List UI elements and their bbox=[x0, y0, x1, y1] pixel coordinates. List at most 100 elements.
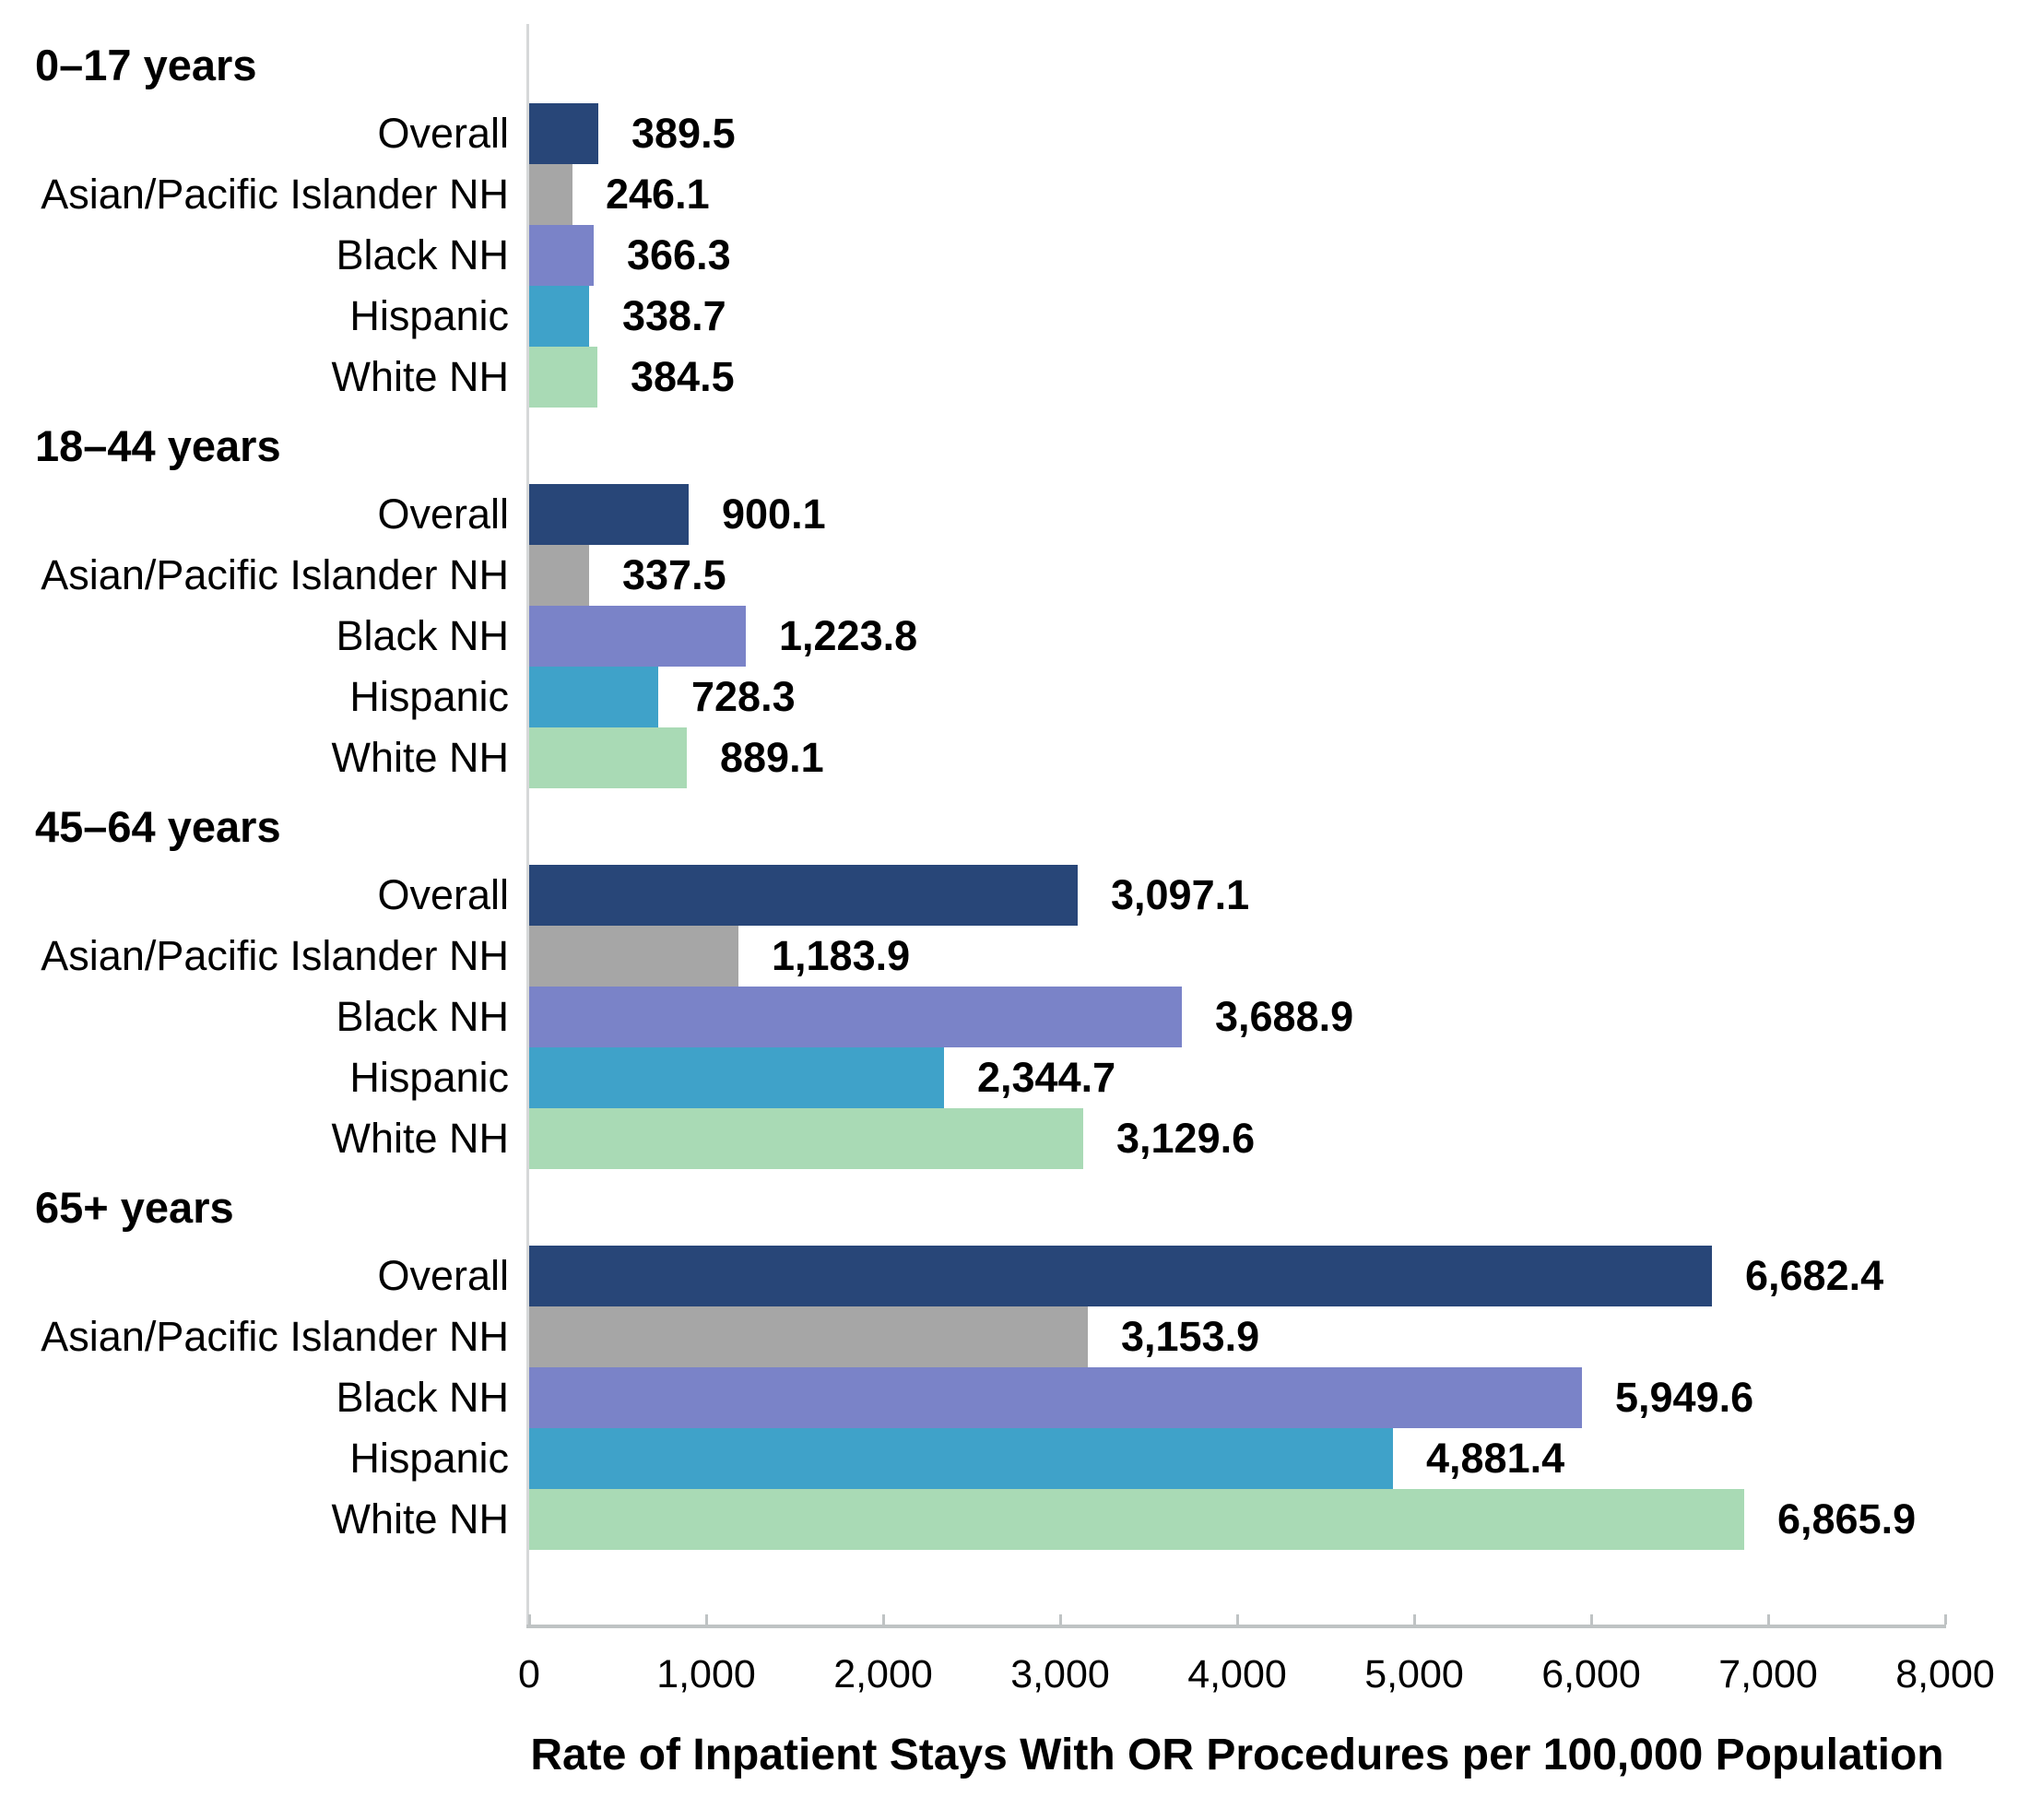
bar-asian-pacific-islander-nh bbox=[529, 164, 572, 225]
x-axis-tick-label: 4,000 bbox=[1187, 1652, 1287, 1696]
value-label: 1,183.9 bbox=[772, 932, 911, 979]
value-label: 366.3 bbox=[627, 231, 731, 278]
bar-track: 889.1 bbox=[529, 727, 2018, 788]
bar-row: Black NH 5,949.6 bbox=[0, 1367, 2018, 1428]
value-label: 337.5 bbox=[622, 551, 726, 598]
bar-track: 3,688.9 bbox=[529, 987, 2018, 1047]
bar-hispanic bbox=[529, 286, 589, 347]
x-axis-tick-label: 7,000 bbox=[1718, 1652, 1818, 1696]
bar-track: 1,183.9 bbox=[529, 926, 2018, 987]
bar-row: Overall 6,682.4 bbox=[0, 1246, 2018, 1306]
value-label: 4,881.4 bbox=[1426, 1435, 1565, 1482]
bar-track: 3,097.1 bbox=[529, 865, 2018, 926]
value-label: 6,865.9 bbox=[1777, 1495, 1917, 1542]
x-axis-tick bbox=[1413, 1614, 1416, 1625]
value-label: 6,682.4 bbox=[1745, 1252, 1884, 1299]
x-axis-tick-label: 8,000 bbox=[1895, 1652, 1995, 1696]
category-label: Asian/Pacific Islander NH bbox=[41, 932, 509, 979]
bar-overall bbox=[529, 1246, 1712, 1306]
bar-row: Hispanic 728.3 bbox=[0, 667, 2018, 727]
bar-track: 728.3 bbox=[529, 667, 2018, 727]
y-axis-line bbox=[526, 24, 529, 1627]
bar-track: 2,344.7 bbox=[529, 1047, 2018, 1108]
bar-row: White NH 889.1 bbox=[0, 727, 2018, 788]
x-axis-tick bbox=[705, 1614, 708, 1625]
x-axis-tick bbox=[1944, 1614, 1947, 1625]
value-label: 1,223.8 bbox=[779, 612, 918, 659]
category-label: Hispanic bbox=[349, 1054, 509, 1101]
value-label: 3,097.1 bbox=[1111, 871, 1250, 918]
x-axis-tick bbox=[528, 1614, 531, 1625]
x-axis-tick-label: 6,000 bbox=[1541, 1652, 1641, 1696]
bar-track: 6,865.9 bbox=[529, 1489, 2018, 1550]
bar-white-nh bbox=[529, 1108, 1083, 1169]
category-label: Black NH bbox=[336, 231, 509, 278]
value-label: 3,688.9 bbox=[1215, 993, 1354, 1040]
bar-track: 3,129.6 bbox=[529, 1108, 2018, 1169]
bar-overall bbox=[529, 865, 1078, 926]
bar-track: 1,223.8 bbox=[529, 606, 2018, 667]
bar-row: White NH 384.5 bbox=[0, 347, 2018, 408]
bar-track: 900.1 bbox=[529, 484, 2018, 545]
bar-track: 366.3 bbox=[529, 225, 2018, 286]
bar-row: Overall 3,097.1 bbox=[0, 865, 2018, 926]
bar-row: Black NH 3,688.9 bbox=[0, 987, 2018, 1047]
category-label: Overall bbox=[377, 490, 509, 538]
category-label: White NH bbox=[331, 1115, 509, 1162]
bar-track: 4,881.4 bbox=[529, 1428, 2018, 1489]
value-label: 900.1 bbox=[722, 490, 826, 538]
category-label: Black NH bbox=[336, 1374, 509, 1421]
x-axis-tick bbox=[1590, 1614, 1593, 1625]
bar-row: Asian/Pacific Islander NH 1,183.9 bbox=[0, 926, 2018, 987]
value-label: 3,153.9 bbox=[1121, 1313, 1260, 1360]
x-axis-tick-label: 5,000 bbox=[1364, 1652, 1464, 1696]
category-label: White NH bbox=[331, 1495, 509, 1542]
x-axis-title: Rate of Inpatient Stays With OR Procedur… bbox=[530, 1731, 1944, 1779]
group-label-65-years: 65+ years bbox=[35, 1183, 234, 1232]
bar-hispanic bbox=[529, 1428, 1393, 1489]
x-axis-tick-label: 2,000 bbox=[833, 1652, 933, 1696]
bar-overall bbox=[529, 103, 598, 164]
x-axis-line bbox=[526, 1625, 1946, 1628]
x-axis-tick bbox=[1059, 1614, 1062, 1625]
bar-overall bbox=[529, 484, 689, 545]
group-label-0-17-years: 0–17 years bbox=[35, 41, 257, 89]
bar-row: Hispanic 2,344.7 bbox=[0, 1047, 2018, 1108]
value-label: 338.7 bbox=[622, 292, 726, 339]
category-label: White NH bbox=[331, 353, 509, 400]
plot-groups: 0–17 years Overall 389.5 Asian/Pacific Isla… bbox=[0, 27, 2018, 1550]
category-label: Black NH bbox=[336, 612, 509, 659]
bar-row: Black NH 1,223.8 bbox=[0, 606, 2018, 667]
x-axis-tick bbox=[882, 1614, 885, 1625]
x-axis-tick-label: 1,000 bbox=[656, 1652, 756, 1696]
bar-row: White NH 6,865.9 bbox=[0, 1489, 2018, 1550]
bar-black-nh bbox=[529, 225, 594, 286]
value-label: 728.3 bbox=[691, 673, 796, 720]
bar-row: Asian/Pacific Islander NH 337.5 bbox=[0, 545, 2018, 606]
bar-track: 389.5 bbox=[529, 103, 2018, 164]
bar-row: Overall 389.5 bbox=[0, 103, 2018, 164]
x-axis-tick-labels: 0 1,000 2,000 3,000 4,000 5,000 6,000 7,000 8,00… bbox=[518, 1652, 1995, 1704]
category-label: Hispanic bbox=[349, 1435, 509, 1482]
bar-white-nh bbox=[529, 347, 597, 408]
x-axis-tick bbox=[1236, 1614, 1239, 1625]
bar-hispanic bbox=[529, 667, 658, 727]
bar-white-nh bbox=[529, 727, 687, 788]
bar-track: 338.7 bbox=[529, 286, 2018, 347]
bar-row: Asian/Pacific Islander NH 246.1 bbox=[0, 164, 2018, 225]
group-label-45-64-years: 45–64 years bbox=[35, 802, 281, 851]
bar-black-nh bbox=[529, 987, 1182, 1047]
value-label: 389.5 bbox=[631, 110, 736, 157]
category-label: White NH bbox=[331, 734, 509, 781]
bar-row: Overall 900.1 bbox=[0, 484, 2018, 545]
bar-asian-pacific-islander-nh bbox=[529, 926, 738, 987]
x-axis-tick-label: 3,000 bbox=[1010, 1652, 1110, 1696]
value-label: 3,129.6 bbox=[1116, 1115, 1256, 1162]
category-label: Hispanic bbox=[349, 292, 509, 339]
category-label: Overall bbox=[377, 1252, 509, 1299]
bar-track: 3,153.9 bbox=[529, 1306, 2018, 1367]
bar-track: 6,682.4 bbox=[529, 1246, 2018, 1306]
value-label: 5,949.6 bbox=[1615, 1374, 1754, 1421]
bar-row: Hispanic 338.7 bbox=[0, 286, 2018, 347]
